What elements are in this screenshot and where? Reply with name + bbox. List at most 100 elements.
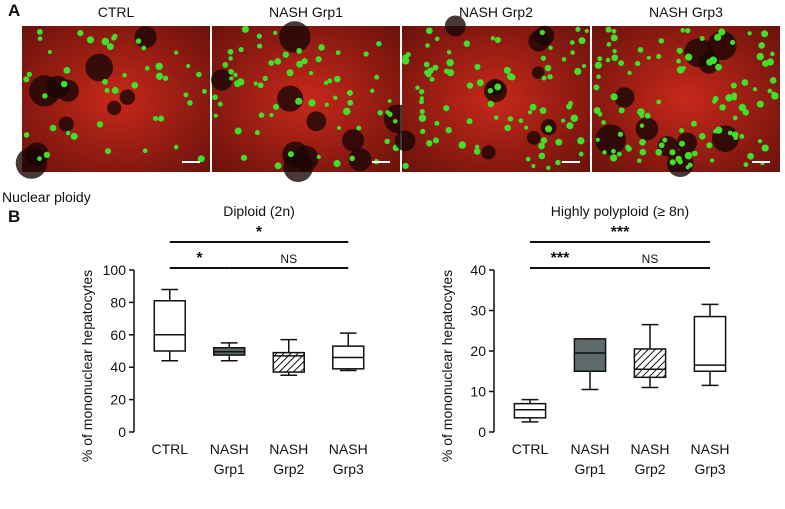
nucleus [376,40,382,47]
nucleus [346,89,353,96]
x-tick-label: Grp1 [214,461,245,477]
nucleus [269,113,274,118]
nucleus [771,91,776,96]
panel-label: B [8,207,20,226]
nucleus [709,158,715,163]
nucleus [706,142,713,149]
nucleus [387,98,392,104]
nucleus [186,63,191,69]
nucleus [639,148,647,156]
nucleus [229,76,234,81]
y-tick-label: 80 [110,294,126,310]
nucleus [295,97,303,105]
nucleus [747,152,754,160]
nucleus [37,156,42,162]
nucleus [718,28,726,36]
dark-region [211,69,233,91]
nucleus [343,107,351,116]
x-tick-label: NASH [269,441,308,457]
nucleus [719,104,726,111]
nucleus [618,107,625,114]
nucleus [474,144,480,149]
nucleus [370,88,375,93]
nucleus [602,150,607,155]
nucleus [36,28,43,35]
nucleus [656,53,662,60]
nucleus [555,138,563,146]
nucleus [217,101,223,107]
nucleus [618,60,625,66]
nucleus [287,151,294,158]
nucleus [541,75,547,81]
nucleus [153,116,158,121]
dark-region [481,145,496,160]
x-tick-label: NASH [631,441,670,457]
nucleus [584,28,589,34]
nucleus [282,51,289,58]
nucleus [669,149,676,156]
chart-title: Highly polyploid (≥ 8n) [551,203,689,219]
nucleus [709,56,718,65]
dark-region [348,148,372,172]
nucleus [142,148,148,154]
nucleus [374,74,380,80]
nucleus [655,148,663,156]
nucleus [273,103,280,110]
nucleus [60,80,68,88]
nucleus [65,130,71,136]
nucleus [309,71,314,76]
nucleus [758,42,765,49]
x-tick-label: Grp3 [333,461,364,477]
box [153,300,186,352]
nucleus [335,50,341,55]
nucleus [756,100,764,108]
nucleus [163,75,169,81]
x-tick-label: Grp3 [694,461,725,477]
nucleus [222,62,229,68]
significance-label: NS [642,252,659,266]
nucleus [445,127,452,134]
nucleus [96,121,104,128]
image-caption: NASH Grp1 [269,4,343,20]
y-tick-label: 0 [478,424,486,440]
image-caption: NASH Grp2 [459,4,533,20]
nucleus [727,130,733,136]
dark-region [85,53,114,82]
micrograph [394,15,590,172]
nucleus [234,127,242,135]
nucleus [639,123,645,128]
nucleus [384,138,390,145]
x-tick-label: Grp2 [273,461,304,477]
nucleus [627,70,632,76]
nucleus [425,43,430,48]
nucleus [131,81,139,89]
nucleus [427,67,434,74]
nucleus [301,58,308,65]
nucleus [23,76,30,83]
nucleus [680,28,686,33]
nucleus [286,69,294,77]
nucleus [494,83,502,91]
nucleus [637,158,642,164]
nucleus [106,43,114,50]
nucleus [506,73,515,81]
nucleus [730,82,737,89]
dark-region [119,89,136,105]
nucleus [714,33,722,41]
nucleus [611,54,619,62]
nucleus [432,64,439,71]
dark-region [107,100,122,116]
nucleus [637,46,644,53]
x-tick-label: CTRL [151,441,188,457]
nucleus [699,133,706,140]
nucleus [595,137,600,142]
nucleus [770,51,775,57]
nucleus [739,134,745,139]
nucleus [752,87,758,92]
nucleus [337,125,342,131]
nucleus [327,78,333,84]
nucleus [581,63,587,69]
nucleus [446,50,452,55]
dark-region [282,141,309,169]
